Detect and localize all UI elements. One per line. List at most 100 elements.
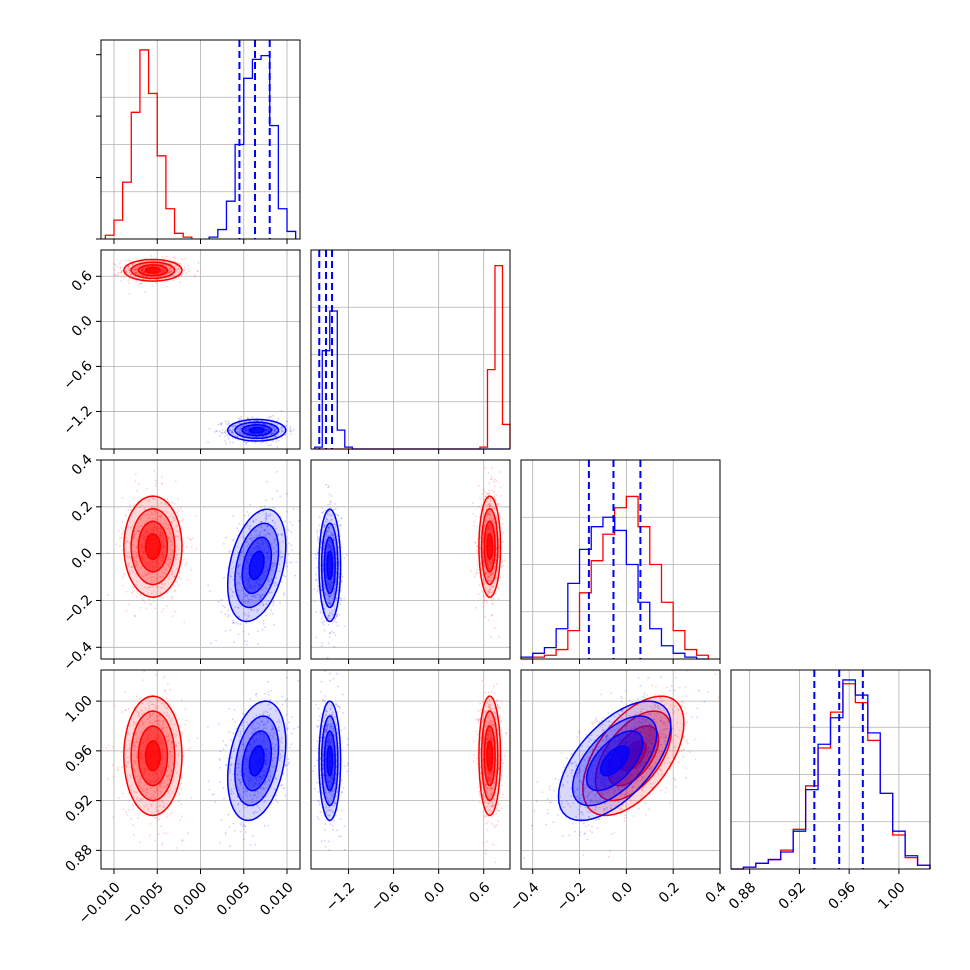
scatter-point <box>167 734 170 737</box>
scatter-point <box>328 596 331 599</box>
scatter-point <box>152 513 155 515</box>
scatter-point <box>270 728 273 731</box>
scatter-point <box>494 497 496 499</box>
scatter-point <box>172 519 175 521</box>
scatter-point <box>490 573 493 575</box>
scatter-point <box>236 795 239 798</box>
scatter-point <box>486 503 489 506</box>
scatter-point <box>491 489 494 492</box>
scatter-point <box>478 516 481 519</box>
scatter-point <box>139 264 142 267</box>
scatter-point <box>270 543 273 545</box>
scatter-point <box>144 571 147 574</box>
scatter-point <box>139 282 142 285</box>
scatter-point <box>335 597 338 599</box>
scatter-point <box>335 551 337 554</box>
scatter-point <box>160 482 163 485</box>
scatter-point <box>131 808 134 811</box>
scatter-point <box>254 595 256 597</box>
scatter-point <box>136 580 138 583</box>
scatter-point <box>182 755 185 757</box>
scatter-point <box>265 518 267 521</box>
scatter-point <box>288 721 290 724</box>
scatter-point <box>132 768 135 770</box>
scatter-point <box>244 613 247 616</box>
scatter-point <box>329 503 331 506</box>
scatter-point <box>135 584 138 587</box>
scatter-point <box>260 520 262 523</box>
scatter-point <box>128 271 131 274</box>
scatter-point <box>327 598 330 600</box>
scatter-point <box>168 268 171 271</box>
scatter-point <box>329 514 332 516</box>
scatter-point <box>274 527 277 530</box>
scatter-point <box>107 594 109 597</box>
scatter-point <box>168 575 171 577</box>
scatter-point <box>130 817 133 820</box>
scatter-point <box>166 605 169 608</box>
scatter-point <box>160 702 163 705</box>
scatter-point <box>230 431 233 434</box>
scatter-point <box>224 435 227 438</box>
scatter-point <box>329 632 331 634</box>
scatter-point <box>241 598 244 601</box>
scatter-point <box>235 584 238 587</box>
scatter-point <box>120 260 122 262</box>
panel-frame <box>310 249 511 450</box>
scatter-point <box>489 591 491 594</box>
scatter-point <box>496 518 499 521</box>
scatter-point <box>164 734 167 737</box>
scatter-point <box>289 561 291 563</box>
scatter-point <box>340 597 343 600</box>
scatter-point <box>325 532 327 535</box>
scatter-point <box>168 537 171 540</box>
scatter-point <box>331 597 334 600</box>
scatter-point <box>161 800 164 803</box>
scatter-point <box>489 572 492 575</box>
density-contour <box>144 266 161 274</box>
scatter-point <box>254 596 257 599</box>
scatter-point <box>316 530 318 532</box>
scatter-point <box>186 579 189 581</box>
scatter-point <box>261 420 264 422</box>
scatter-point <box>340 517 343 520</box>
scatter-point <box>258 599 261 601</box>
scatter-point <box>126 555 128 557</box>
scatter-point <box>257 643 259 645</box>
scatter-point <box>170 741 173 743</box>
scatter-point <box>487 492 490 495</box>
scatter-point <box>493 485 496 488</box>
scatter-point <box>495 577 498 580</box>
scatter-point <box>232 792 235 794</box>
scatter-point <box>176 553 179 556</box>
scatter-point <box>190 568 193 571</box>
scatter-point <box>484 504 487 506</box>
scatter-point <box>114 263 117 266</box>
scatter-point <box>151 497 154 500</box>
scatter-point <box>247 616 250 618</box>
scatter-point <box>127 707 130 710</box>
scatter-point <box>327 614 330 617</box>
scatter-point <box>474 515 477 518</box>
scatter-point <box>266 434 268 437</box>
scatter-point <box>501 560 504 563</box>
scatter-point <box>175 545 178 548</box>
scatter-point <box>271 553 274 556</box>
scatter-point <box>323 542 325 545</box>
scatter-point <box>230 430 233 433</box>
scatter-point <box>159 576 162 579</box>
scatter-point <box>234 424 236 427</box>
scatter-point <box>497 586 500 589</box>
scatter-point <box>279 515 282 518</box>
scatter-point <box>179 268 182 270</box>
scatter-point <box>263 529 265 532</box>
scatter-point <box>473 520 476 523</box>
scatter-point <box>185 719 188 722</box>
scatter-point <box>314 553 317 556</box>
scatter-point <box>148 602 151 605</box>
scatter-point <box>486 579 489 582</box>
scatter-point <box>176 568 178 570</box>
scatter-point <box>270 579 273 581</box>
scatter-point <box>237 564 240 567</box>
scatter-point <box>261 602 264 605</box>
